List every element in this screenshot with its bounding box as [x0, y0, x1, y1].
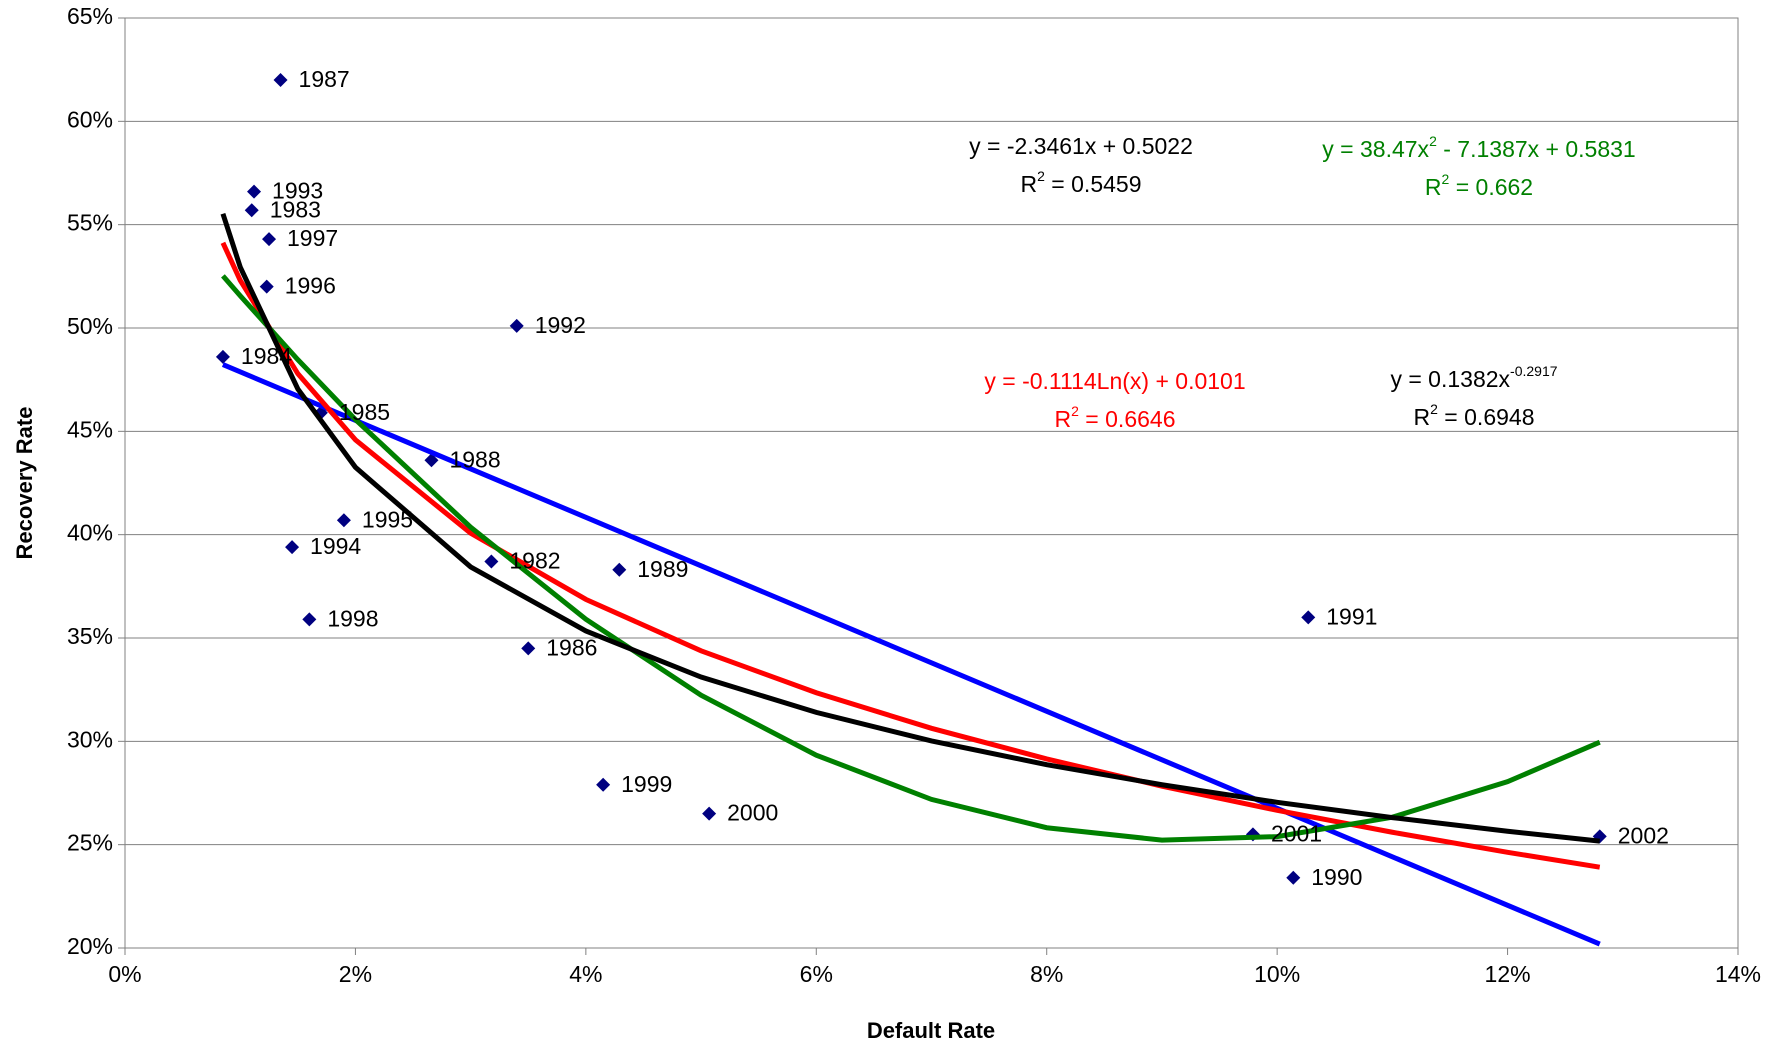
superscript: -0.2917: [1510, 363, 1558, 379]
trend-equation: R2 = 0.6948: [1414, 401, 1535, 430]
equation-part: y = -0.1114Ln(x) + 0.0101: [984, 368, 1245, 394]
x-tick-label: 10%: [1254, 961, 1300, 987]
superscript: 2: [1071, 403, 1079, 419]
data-point: [273, 73, 288, 87]
trend-equation: y = -0.1114Ln(x) + 0.0101: [984, 368, 1245, 394]
y-tick-label: 45%: [67, 416, 113, 442]
superscript: 2: [1037, 168, 1045, 184]
superscript: 2: [1429, 133, 1437, 149]
point-label: 1990: [1311, 864, 1362, 890]
y-axis-title: Recovery Rate: [12, 407, 37, 560]
superscript: 2: [1442, 171, 1450, 187]
trend-line: [221, 274, 1601, 843]
equation-part: y = 0.1382x: [1390, 366, 1510, 392]
equation-part: R: [1414, 404, 1431, 430]
trend-line: [220, 241, 1601, 870]
data-point: [259, 279, 274, 294]
data-point: [484, 554, 499, 569]
equation-part: R: [1425, 174, 1442, 200]
trend-equation: y = -2.3461x + 0.5022: [969, 133, 1193, 159]
y-tick-label: 20%: [67, 933, 113, 959]
y-tick-label: 55%: [67, 210, 113, 236]
data-point: [521, 641, 536, 656]
x-axis-title: Default Rate: [867, 1018, 995, 1042]
x-tick-label: 8%: [1030, 961, 1063, 987]
point-label: 1999: [621, 771, 672, 797]
point-label: 2002: [1618, 822, 1669, 848]
trend-equation: y = 38.47x2 - 7.1387x + 0.5831: [1322, 133, 1635, 162]
data-point: [215, 349, 230, 364]
equation-part: y = -2.3461x + 0.5022: [969, 133, 1193, 159]
trend-line: [220, 212, 1601, 844]
point-label: 1989: [637, 556, 688, 582]
trend-line: [221, 362, 1601, 947]
y-tick-label: 65%: [67, 3, 113, 29]
equation-part: = 0.6948: [1438, 404, 1535, 430]
equation-part: y = 38.47x: [1322, 136, 1429, 162]
data-point: [336, 513, 351, 528]
trend-equation: R2 = 0.5459: [1021, 168, 1142, 197]
data-point: [596, 777, 611, 792]
y-tick-label: 25%: [67, 830, 113, 856]
y-tick-label: 60%: [67, 106, 113, 132]
point-label: 1987: [299, 66, 350, 92]
data-point: [262, 232, 277, 247]
y-tick-label: 50%: [67, 313, 113, 339]
point-label: 1984: [241, 343, 292, 369]
point-label: 1997: [287, 225, 338, 251]
point-label: 1986: [546, 634, 597, 660]
equation-part: = 0.5459: [1045, 171, 1142, 197]
equation-part: = 0.6646: [1079, 406, 1176, 432]
point-label: 1983: [270, 196, 321, 222]
x-tick-label: 14%: [1715, 961, 1761, 987]
equation-part: = 0.662: [1449, 174, 1533, 200]
equation-part: R: [1021, 171, 1038, 197]
point-label: 1992: [535, 312, 586, 338]
trend-equation: R2 = 0.6646: [1055, 403, 1176, 432]
point-label: 1998: [327, 605, 378, 631]
x-tick-label: 2%: [339, 961, 372, 987]
data-point: [702, 806, 717, 821]
trend-equation: R2 = 0.662: [1425, 171, 1533, 200]
data-point: [302, 612, 317, 627]
point-label: 1985: [339, 399, 390, 425]
trend-equation: y = 0.1382x-0.2917: [1390, 363, 1557, 392]
equation-part: R: [1055, 406, 1072, 432]
point-label: 1982: [509, 548, 560, 574]
point-label: 1988: [449, 446, 500, 472]
y-tick-label: 35%: [67, 623, 113, 649]
data-point: [244, 203, 259, 218]
point-label: 2001: [1271, 820, 1322, 846]
point-label: 1996: [285, 273, 336, 299]
y-tick-label: 30%: [67, 726, 113, 752]
y-tick-label: 40%: [67, 520, 113, 546]
point-label: 1993: [272, 178, 323, 204]
superscript: 2: [1430, 401, 1438, 417]
point-label: 2000: [727, 800, 778, 826]
x-tick-label: 0%: [108, 961, 141, 987]
point-label: 1995: [362, 506, 413, 532]
data-point: [424, 453, 439, 468]
data-point: [612, 562, 627, 577]
data-point: [1286, 870, 1301, 885]
equation-part: - 7.1387x + 0.5831: [1437, 136, 1636, 162]
data-point: [509, 318, 524, 333]
point-label: 1991: [1326, 603, 1377, 629]
point-label: 1994: [310, 533, 361, 559]
x-tick-label: 4%: [569, 961, 602, 987]
x-tick-label: 12%: [1485, 961, 1531, 987]
data-point: [285, 540, 300, 555]
data-point: [247, 184, 262, 199]
data-point: [1301, 610, 1316, 625]
x-tick-label: 6%: [800, 961, 833, 987]
